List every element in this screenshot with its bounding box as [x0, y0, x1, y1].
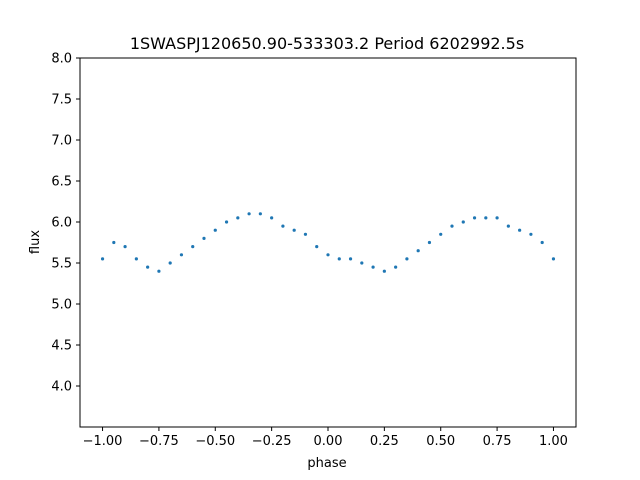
data-point [315, 245, 319, 249]
data-point [472, 216, 477, 220]
x-tick-label: 1.00 [539, 434, 568, 449]
data-point [270, 216, 274, 220]
x-tick-label: 0.00 [314, 434, 343, 449]
y-axis-ticks: 4.0 4.5 5.0 5.5 6.0 6.5 7.0 7.5 8.0 [51, 52, 80, 395]
y-tick-label: 4.5 [51, 339, 72, 354]
data-point [416, 249, 420, 253]
data-point [337, 257, 341, 261]
data-point [427, 240, 432, 245]
data-point [529, 232, 533, 236]
data-points [100, 212, 556, 273]
data-point [112, 240, 116, 245]
x-tick-label: 0.50 [426, 434, 455, 449]
data-point [303, 232, 308, 236]
x-axis-label: phase [307, 456, 346, 471]
data-point [394, 265, 398, 269]
x-tick-label: −1.00 [83, 434, 123, 449]
data-point [213, 228, 217, 232]
x-tick-label: 0.75 [483, 434, 512, 449]
data-point [326, 253, 330, 257]
data-point [100, 257, 105, 261]
y-tick-label: 4.0 [51, 380, 72, 395]
y-tick-label: 6.5 [51, 175, 72, 190]
data-point [506, 224, 510, 228]
x-tick-label: −0.25 [252, 434, 292, 449]
data-point [439, 232, 443, 236]
data-point [236, 216, 240, 220]
plot-frame [79, 57, 577, 428]
data-point [157, 269, 161, 273]
data-point [179, 253, 184, 257]
axes [79, 57, 577, 428]
y-tick-label: 8.0 [51, 52, 72, 67]
data-point [258, 212, 262, 216]
chart-title: 1SWASPJ120650.90-533303.2 Period 6202992… [130, 34, 524, 53]
data-point [123, 245, 127, 249]
y-tick-label: 5.5 [51, 257, 72, 272]
data-point [224, 220, 229, 224]
x-tick-label: −0.75 [139, 434, 179, 449]
x-tick-label: −0.50 [195, 434, 235, 449]
y-tick-label: 7.5 [51, 93, 72, 108]
x-axis-ticks: −1.00 −0.75 −0.50 −0.25 0.00 0.25 0.50 0.75 1.00 [83, 427, 568, 449]
y-axis-label: flux [28, 230, 43, 254]
data-point [371, 265, 375, 269]
x-tick-label: 0.25 [370, 434, 399, 449]
data-point [540, 240, 544, 245]
data-point [292, 228, 296, 232]
y-tick-label: 6.0 [51, 216, 72, 231]
data-point [382, 269, 386, 273]
data-point [191, 245, 195, 249]
data-point [360, 261, 364, 265]
data-point [484, 216, 488, 220]
data-point [202, 236, 206, 240]
data-point [146, 265, 150, 269]
data-point [518, 228, 522, 232]
data-point [134, 257, 138, 261]
y-tick-label: 7.0 [51, 134, 72, 149]
data-point [168, 261, 172, 265]
data-point [461, 220, 465, 224]
data-point [281, 224, 285, 228]
y-tick-label: 5.0 [51, 298, 72, 313]
data-point [551, 257, 556, 261]
data-point [348, 257, 353, 261]
data-point [405, 257, 409, 261]
data-point [247, 212, 251, 216]
data-point [450, 224, 454, 228]
data-point [495, 216, 499, 220]
